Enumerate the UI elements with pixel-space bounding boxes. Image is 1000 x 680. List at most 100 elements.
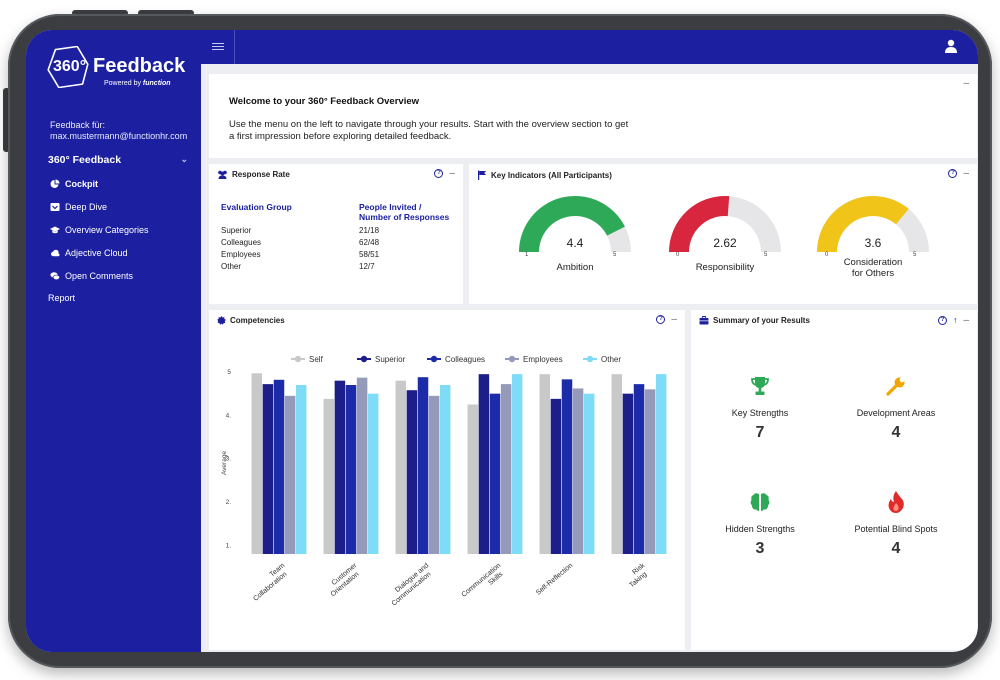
collapse-button[interactable]: – — [963, 168, 969, 179]
legend-item[interactable]: Self — [291, 355, 324, 364]
bar[interactable] — [644, 389, 656, 554]
x-tick-label: CommunicationSkills — [461, 562, 508, 605]
bar[interactable] — [295, 385, 307, 554]
nav-item-label: Overview Categories — [65, 225, 149, 235]
nav-item-label: Deep Dive — [65, 202, 108, 212]
nav-item-overview-categories[interactable]: Overview Categories — [50, 225, 149, 235]
bar[interactable] — [583, 393, 595, 554]
nav-item-adjective-cloud[interactable]: Adjective Cloud — [50, 248, 128, 258]
bar[interactable] — [622, 393, 634, 554]
group-cell: Colleagues — [221, 238, 262, 247]
powered-name: function — [142, 80, 171, 87]
brand-logo[interactable]: 360° Feedback Powered by function — [46, 46, 196, 92]
bar[interactable] — [251, 373, 263, 554]
legend-item[interactable]: Employees — [505, 355, 563, 364]
help-icon[interactable]: ? — [434, 169, 444, 178]
gauge-fill — [669, 196, 730, 252]
competencies-bar-chart: 1. 2. 3. 4. 5 Average Self Superior Colleagues Em… — [221, 355, 667, 607]
bar[interactable] — [406, 390, 418, 554]
bar[interactable] — [511, 374, 523, 554]
powered-prefix: Powered by — [104, 80, 141, 87]
summary-label-development-areas: Development Areas — [856, 408, 936, 418]
brand-title: Feedback — [93, 55, 186, 77]
summary-value-key-strengths: 7 — [755, 424, 765, 441]
nav-item-report[interactable]: Report — [48, 293, 76, 303]
graduation-cap-icon — [50, 226, 60, 234]
card-tools: ? – — [656, 314, 677, 325]
nav-item-deep-dive[interactable]: Deep Dive — [50, 202, 107, 212]
bar[interactable] — [356, 377, 368, 554]
bar[interactable] — [334, 380, 346, 554]
gauge-label-ambition: Ambition — [556, 262, 594, 273]
bar[interactable] — [561, 379, 573, 554]
gauge-min-label: 1 — [525, 252, 529, 258]
bar[interactable] — [572, 388, 584, 554]
responses-cell: 62/48 — [359, 238, 380, 247]
nav-item-cockpit[interactable]: Cockpit — [50, 179, 98, 189]
bar[interactable] — [323, 398, 335, 554]
bar[interactable] — [478, 374, 490, 554]
gauge-fill — [817, 196, 909, 252]
wrench-icon — [886, 377, 905, 396]
card-title: Key Indicators (All Participants) — [477, 170, 612, 180]
competencies-title: Competencies — [230, 316, 285, 325]
y-tick-label: 4. — [226, 412, 232, 419]
nav-item-label: Open Comments — [65, 271, 134, 281]
bar[interactable] — [273, 379, 285, 554]
legend-marker — [586, 355, 594, 363]
legend-marker — [294, 355, 302, 363]
card-tools: ? ↑ – — [937, 314, 969, 326]
nav-item-label: Adjective Cloud — [65, 248, 128, 258]
bar[interactable] — [633, 384, 645, 554]
bar[interactable] — [467, 404, 479, 555]
nav-section-360-feedback[interactable]: 360° Feedback ⌄ — [48, 154, 188, 166]
hamburger-menu-button[interactable] — [201, 30, 235, 64]
bar[interactable] — [539, 374, 551, 554]
bar[interactable] — [655, 374, 667, 554]
y-tick-label: 1. — [226, 542, 232, 549]
legend-marker — [360, 355, 368, 363]
trophy-icon — [751, 377, 769, 395]
bar[interactable] — [367, 393, 379, 554]
top-bar — [201, 30, 978, 64]
bar[interactable] — [417, 377, 429, 554]
bar[interactable] — [550, 398, 562, 554]
device-button-top — [138, 10, 194, 16]
bar[interactable] — [345, 385, 357, 554]
card-title: Summary of your Results — [699, 316, 810, 325]
summary-label-hidden-strengths: Hidden Strengths — [725, 524, 795, 534]
nav-item-open-comments[interactable]: Open Comments — [50, 271, 133, 281]
bar[interactable] — [489, 393, 501, 554]
legend-label: Other — [601, 355, 621, 364]
card-tools: ? – — [434, 168, 455, 179]
legend-item[interactable]: Superior — [357, 355, 406, 364]
legend-item[interactable]: Colleagues — [427, 355, 485, 364]
gauge-value-responsibility: 2.62 — [713, 236, 737, 250]
gauge-min-label: 0 — [825, 252, 829, 258]
bar[interactable] — [611, 374, 623, 554]
collapse-button[interactable]: – — [671, 314, 677, 325]
hamburger-line — [212, 43, 224, 45]
bar[interactable] — [439, 385, 451, 554]
responses-cell: 58/51 — [359, 250, 380, 259]
collapse-button[interactable]: – — [963, 78, 969, 89]
bar[interactable] — [284, 395, 296, 554]
user-icon[interactable] — [944, 39, 958, 53]
expand-button[interactable]: ↑ — [952, 315, 958, 325]
bar[interactable] — [500, 384, 512, 554]
help-icon[interactable]: ? — [948, 169, 958, 178]
bar[interactable] — [395, 380, 407, 554]
bar[interactable] — [262, 384, 274, 554]
response-rate-title: Response Rate — [232, 170, 290, 179]
gauge-min-label: 0 — [676, 252, 680, 258]
help-icon[interactable]: ? — [656, 315, 666, 324]
legend-item[interactable]: Other — [583, 355, 621, 364]
summary-label-key-strengths: Key Strengths — [731, 408, 789, 418]
collapse-button[interactable]: – — [449, 168, 455, 179]
summary-value-development-areas: 4 — [891, 424, 901, 441]
bar[interactable] — [428, 395, 440, 554]
device-button-side — [3, 88, 10, 152]
group-cell: Other — [221, 262, 242, 271]
help-icon[interactable]: ? — [937, 315, 947, 325]
collapse-button[interactable]: – — [963, 314, 969, 326]
